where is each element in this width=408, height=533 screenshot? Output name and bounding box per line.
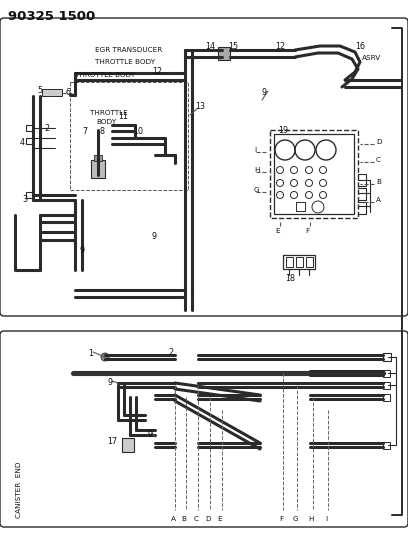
Text: CANISTER  END: CANISTER END <box>16 462 22 518</box>
Text: D: D <box>205 516 211 522</box>
Text: 6: 6 <box>65 88 70 97</box>
Bar <box>306 257 313 267</box>
Text: C: C <box>376 157 381 163</box>
Bar <box>296 257 303 267</box>
Text: H: H <box>254 167 259 173</box>
Text: A: A <box>376 197 381 203</box>
Text: C: C <box>193 516 199 522</box>
Text: D: D <box>376 139 381 145</box>
Text: 11: 11 <box>118 112 128 121</box>
Text: 14: 14 <box>205 42 215 51</box>
Text: 2: 2 <box>44 124 49 133</box>
Bar <box>94 155 102 161</box>
Text: E: E <box>275 228 279 234</box>
Bar <box>383 382 390 389</box>
Text: 7: 7 <box>82 127 87 136</box>
Text: A: A <box>171 516 175 522</box>
Text: I: I <box>254 147 256 153</box>
Text: F: F <box>305 228 309 234</box>
Text: 13: 13 <box>195 102 205 111</box>
Text: 10: 10 <box>133 127 143 136</box>
Bar <box>286 257 293 267</box>
Text: E: E <box>218 516 222 522</box>
Text: 19: 19 <box>278 126 288 135</box>
Bar <box>218 47 230 60</box>
Text: 17: 17 <box>107 437 117 446</box>
Bar <box>283 255 315 269</box>
Text: 1: 1 <box>88 349 93 358</box>
Text: 3: 3 <box>22 195 27 204</box>
Text: 9: 9 <box>80 246 85 255</box>
Text: I: I <box>325 516 327 522</box>
Text: EGR TRANSDUCER: EGR TRANSDUCER <box>95 47 162 53</box>
Bar <box>122 438 134 452</box>
Text: THROTTLE BODY: THROTTLE BODY <box>95 59 155 65</box>
Text: G: G <box>254 187 259 193</box>
Text: ASRV: ASRV <box>362 55 381 61</box>
Bar <box>383 370 390 377</box>
Text: 9: 9 <box>148 430 153 439</box>
Bar <box>42 89 62 96</box>
Circle shape <box>101 353 109 361</box>
Text: H: H <box>308 516 314 522</box>
Text: 9: 9 <box>262 88 267 97</box>
Text: F: F <box>279 516 283 522</box>
Bar <box>26 138 33 144</box>
Text: 5: 5 <box>37 86 42 95</box>
Text: THROTTLE: THROTTLE <box>90 110 128 116</box>
Text: 2: 2 <box>168 348 173 357</box>
Bar <box>383 442 390 449</box>
Text: 18: 18 <box>285 274 295 283</box>
Bar <box>26 125 33 131</box>
Bar <box>91 160 105 178</box>
Text: 9: 9 <box>107 378 112 387</box>
Text: BODY: BODY <box>96 119 116 125</box>
Text: B: B <box>182 516 186 522</box>
Bar <box>296 202 305 211</box>
Text: 90325 1500: 90325 1500 <box>8 10 95 23</box>
Text: THROTTLE BODY: THROTTLE BODY <box>75 72 135 78</box>
Text: 12: 12 <box>275 42 285 51</box>
Text: 15: 15 <box>228 42 238 51</box>
Text: 16: 16 <box>355 42 365 51</box>
Bar <box>383 353 391 361</box>
Bar <box>383 394 390 401</box>
Bar <box>26 192 33 198</box>
Text: 9: 9 <box>152 232 157 241</box>
Text: 12: 12 <box>152 67 162 76</box>
Text: 4: 4 <box>20 138 25 147</box>
Text: G: G <box>292 516 298 522</box>
Text: B: B <box>376 179 381 185</box>
Text: 8: 8 <box>100 127 105 136</box>
Bar <box>274 134 354 214</box>
